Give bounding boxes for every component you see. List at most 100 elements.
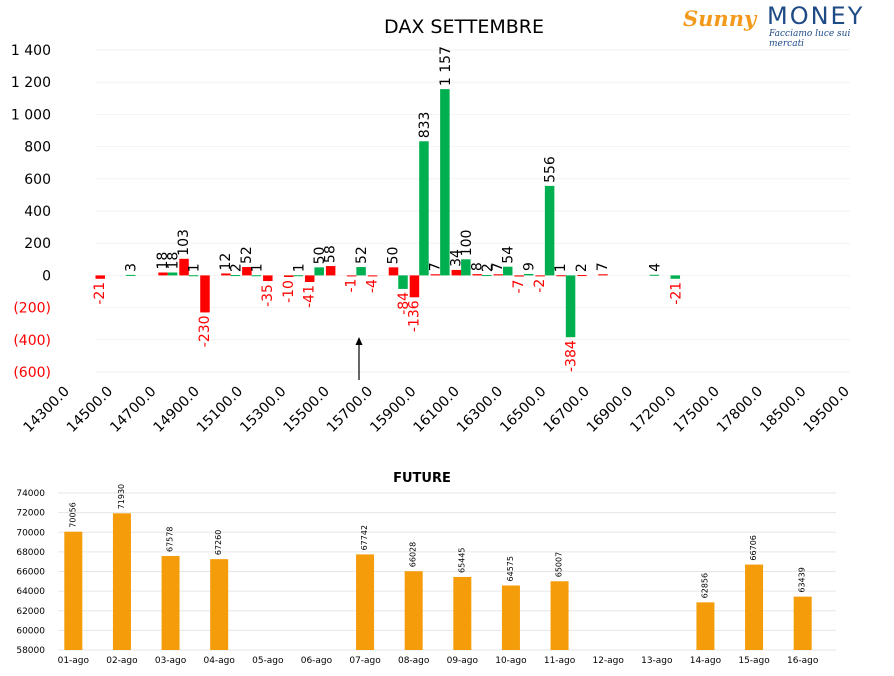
- future-bar: [210, 559, 229, 650]
- data-label-green: 54: [501, 246, 517, 264]
- future-data-label: 67742: [360, 525, 369, 550]
- bar-green: [482, 275, 492, 277]
- data-label-red: 58: [323, 245, 339, 263]
- x-tick-label: 15900.0: [367, 384, 419, 436]
- data-label-green: -384: [564, 340, 580, 372]
- future-x-tick-label: 16-ago: [787, 656, 819, 666]
- future-x-tick-label: 11-ago: [544, 656, 576, 666]
- future-data-label: 62856: [700, 573, 709, 598]
- data-label-red: 1: [553, 263, 569, 272]
- data-label-green: 833: [417, 112, 433, 139]
- future-y-tick-label: 74000: [16, 489, 45, 499]
- x-tick-label: 16100.0: [411, 384, 463, 436]
- y-tick-label: 1 200: [11, 75, 51, 91]
- future-x-tick-label: 04-ago: [203, 656, 235, 666]
- bar-red: [346, 275, 357, 277]
- future-x-tick-label: 06-ago: [301, 656, 333, 666]
- future-data-label: 65445: [457, 547, 466, 572]
- bar-red: [179, 258, 189, 276]
- future-data-label: 67578: [166, 527, 175, 552]
- bar-green: [649, 274, 660, 276]
- future-bar: [501, 585, 520, 650]
- data-label-red: 7: [490, 262, 506, 271]
- y-tick-label: 1 000: [11, 107, 51, 123]
- bar-red: [284, 275, 294, 278]
- bar-red: [430, 274, 441, 276]
- bar-red: [493, 274, 503, 276]
- logo-tagline: Facciamo luce sui mercati: [769, 29, 851, 49]
- bar-red: [95, 275, 105, 279]
- data-label-green: 1: [249, 263, 265, 272]
- future-x-tick-label: 13-ago: [641, 656, 673, 666]
- chart-title: DAX SETTEMBRE: [384, 16, 544, 38]
- y-tick-label: 800: [24, 140, 51, 156]
- bar-red: [221, 273, 231, 276]
- bar-green: [461, 259, 471, 276]
- bar-red: [325, 266, 336, 276]
- bar-green: [544, 185, 555, 276]
- data-label-green: -21: [668, 282, 684, 305]
- x-tick-label: 15700.0: [324, 384, 376, 436]
- data-label-red: -21: [92, 282, 108, 305]
- bar-red: [304, 275, 315, 283]
- future-bar: [161, 556, 180, 650]
- data-label-red: 50: [385, 247, 401, 265]
- data-label-red: 12: [218, 253, 234, 271]
- x-tick-label: 17800.0: [714, 384, 766, 436]
- future-bar: [453, 576, 472, 650]
- x-tick-label: 15300.0: [237, 384, 289, 436]
- future-x-tick-label: 14-ago: [690, 656, 722, 666]
- future-bar: [404, 571, 423, 650]
- data-label-green: 1: [187, 263, 203, 272]
- future-data-label: 66706: [749, 535, 758, 560]
- data-label-red: 52: [239, 246, 255, 264]
- data-label-green: 2: [480, 263, 496, 272]
- bar-green: [167, 272, 178, 276]
- bar-red: [556, 275, 566, 277]
- bar-red: [535, 275, 545, 277]
- bar-green: [502, 266, 513, 276]
- data-label-green: 52: [354, 246, 370, 264]
- x-tick-label: 19500.0: [801, 384, 853, 436]
- data-label-red: 8: [469, 262, 485, 271]
- data-label-red: -136: [406, 300, 422, 332]
- dax-settembre-chart: DAX SETTEMBRE 1 400 1 200 1 000 800 600 400 200…: [11, 16, 853, 436]
- x-tick-label: 15500.0: [281, 384, 333, 436]
- bar-red: [388, 267, 399, 276]
- bar-green: [419, 141, 429, 276]
- future-y-tick-label: 72000: [16, 509, 45, 519]
- bar-red: [598, 274, 608, 276]
- future-x-tick-label: 07-ago: [349, 656, 381, 666]
- sunny-money-logo: Sunny MONEY Facciamo luce sui mercati: [683, 2, 883, 49]
- bar-green: [314, 267, 324, 276]
- data-label-green: 1: [291, 263, 307, 272]
- data-label-red: 103: [176, 229, 192, 256]
- future-data-label: 63439: [798, 567, 807, 592]
- bar-green: [670, 275, 681, 279]
- future-y-tick-label: 64000: [16, 587, 45, 597]
- x-tick-label: 14300.0: [21, 384, 73, 436]
- future-data-label: 64575: [506, 556, 515, 581]
- bar-green: [251, 275, 262, 277]
- data-label-red: -35: [260, 284, 276, 307]
- y-tick-label: 1 400: [11, 43, 51, 59]
- future-data-label: 67260: [214, 530, 223, 555]
- data-label-red: -1: [344, 279, 360, 293]
- future-y-tick-label: 68000: [16, 548, 45, 558]
- future-data-label: 66028: [409, 542, 418, 567]
- data-label-red: -230: [197, 315, 213, 347]
- future-y-tick-label: 62000: [16, 607, 45, 617]
- future-x-tick-label: 10-ago: [495, 656, 527, 666]
- bar-green: [356, 267, 366, 276]
- data-label-green: 556: [543, 156, 559, 183]
- x-tick-label: 17200.0: [627, 384, 679, 436]
- future-title: FUTURE: [393, 471, 451, 486]
- bar-green: [230, 275, 241, 277]
- future-x-tick-label: 05-ago: [252, 656, 284, 666]
- data-label-red: -10: [281, 280, 297, 303]
- y-tick-label: (200): [13, 301, 51, 317]
- x-tick-label: 15100.0: [194, 384, 246, 436]
- x-tick-label: 17500.0: [671, 384, 723, 436]
- future-x-tick-label: 01-ago: [58, 656, 90, 666]
- bar-red: [451, 269, 462, 276]
